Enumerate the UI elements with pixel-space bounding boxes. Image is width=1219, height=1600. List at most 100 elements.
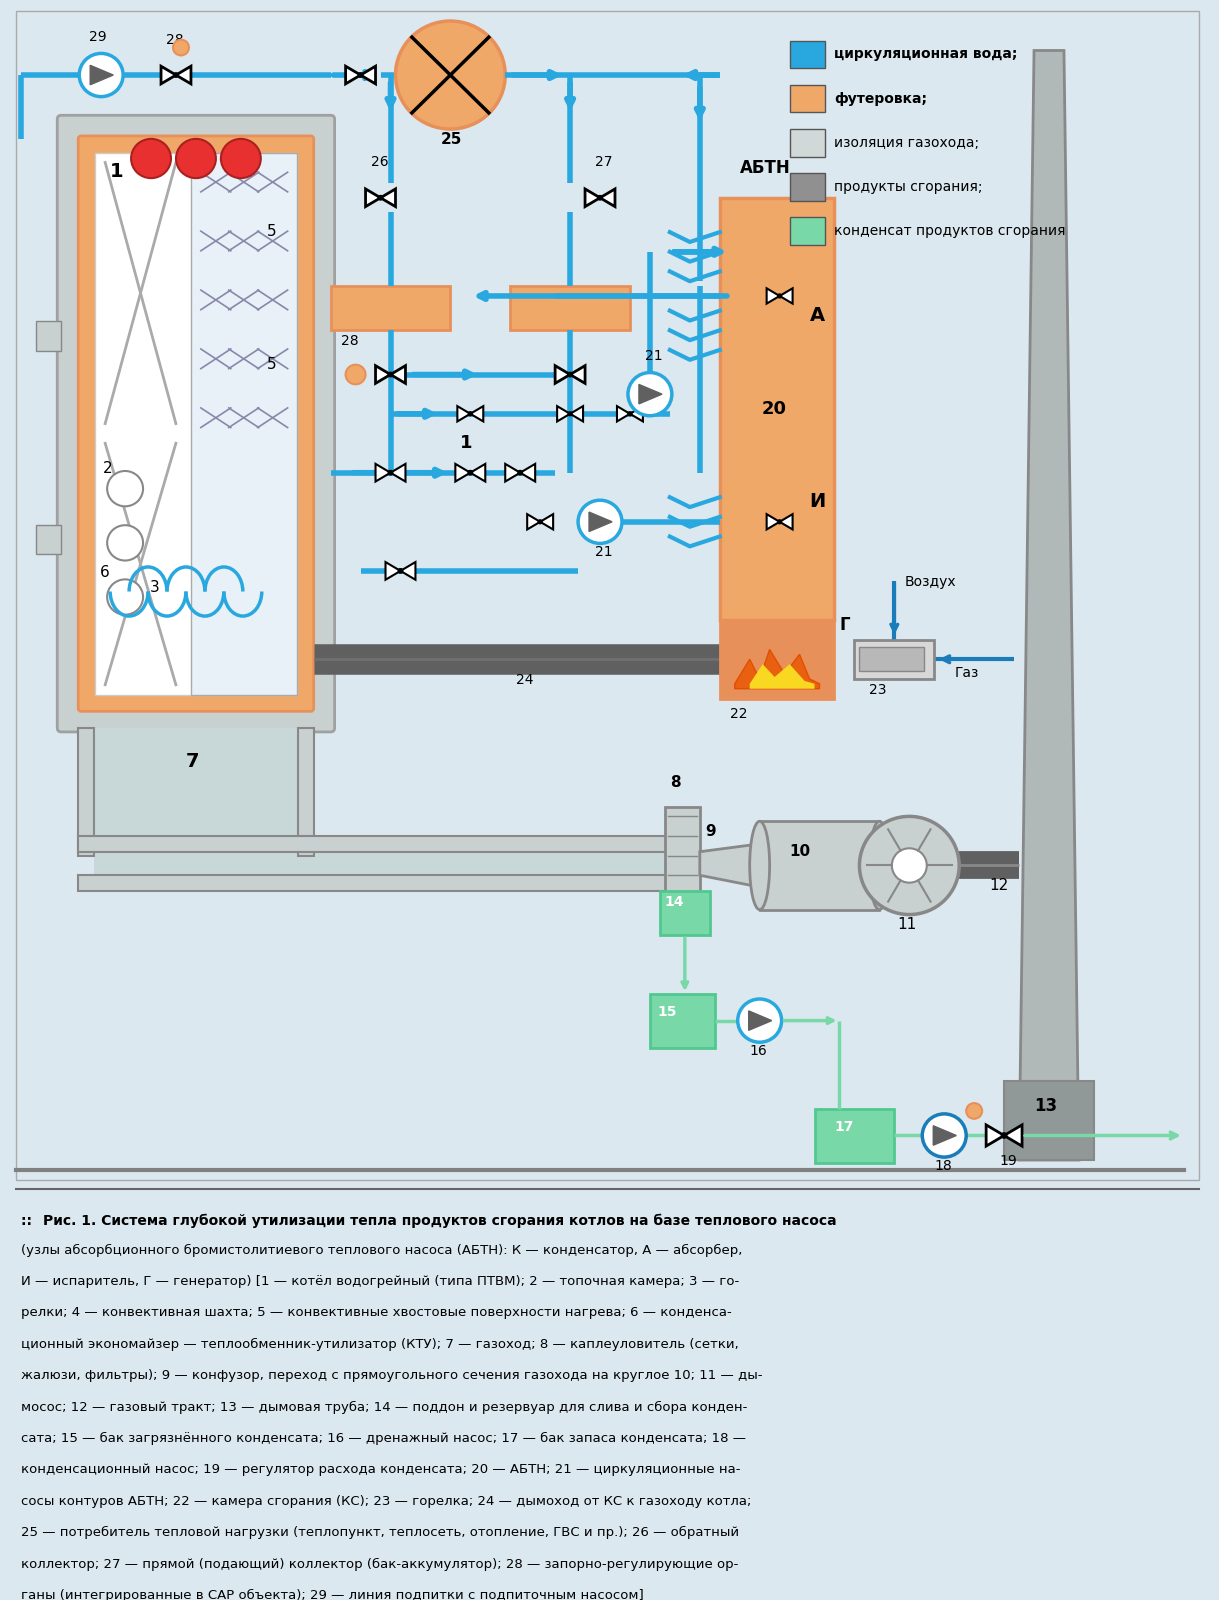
Text: ганы (интегрированные в САР объекта); 29 — линия подпитки с подпиточным насосом]: ганы (интегрированные в САР объекта); 29… — [22, 1589, 644, 1600]
Circle shape — [176, 139, 216, 178]
Bar — [94, 851, 688, 875]
Text: И — испаритель, Г — генератор) [1 — котёл водогрейный (типа ПТВМ); 2 — топочная : И — испаритель, Г — генератор) [1 — котё… — [22, 1275, 740, 1288]
Polygon shape — [555, 366, 570, 384]
Text: циркуляционная вода;: циркуляционная вода; — [835, 48, 1018, 61]
Text: 28: 28 — [340, 334, 358, 349]
Polygon shape — [346, 66, 361, 83]
Bar — [790, 173, 824, 200]
Circle shape — [468, 411, 472, 416]
Circle shape — [1001, 1133, 1007, 1138]
Circle shape — [107, 470, 143, 506]
Bar — [1004, 1082, 1093, 1160]
Polygon shape — [457, 406, 471, 421]
Polygon shape — [380, 189, 395, 206]
FancyBboxPatch shape — [78, 136, 313, 712]
Text: продукты сгорания;: продукты сгорания; — [835, 179, 983, 194]
Polygon shape — [570, 406, 583, 421]
Bar — [78, 837, 681, 851]
Text: 14: 14 — [664, 894, 684, 909]
Polygon shape — [161, 66, 176, 83]
Bar — [94, 728, 297, 856]
Circle shape — [578, 501, 622, 544]
Polygon shape — [1004, 1125, 1022, 1146]
Text: 5: 5 — [267, 224, 277, 238]
Circle shape — [568, 373, 573, 376]
Polygon shape — [780, 514, 792, 530]
Polygon shape — [375, 464, 390, 482]
Polygon shape — [630, 406, 642, 421]
Circle shape — [628, 411, 631, 416]
Polygon shape — [390, 464, 406, 482]
Circle shape — [395, 21, 505, 130]
Polygon shape — [767, 288, 780, 304]
Text: Рис. 1. Система глубокой утилизации тепла продуктов сгорания котлов на базе тепл: Рис. 1. Система глубокой утилизации тепл… — [44, 1214, 837, 1229]
Text: 8: 8 — [670, 774, 680, 790]
Polygon shape — [570, 366, 585, 384]
Polygon shape — [986, 1125, 1004, 1146]
FancyBboxPatch shape — [57, 115, 335, 731]
Text: АБТН: АБТН — [740, 160, 790, 178]
Circle shape — [468, 470, 473, 475]
Polygon shape — [639, 384, 662, 403]
Bar — [659, 891, 709, 934]
Polygon shape — [735, 650, 819, 688]
Circle shape — [518, 470, 523, 475]
Ellipse shape — [750, 821, 769, 910]
Bar — [790, 40, 824, 69]
Bar — [16, 11, 1198, 1179]
Circle shape — [892, 848, 926, 883]
Bar — [814, 1109, 895, 1163]
Circle shape — [597, 195, 602, 200]
Text: Воздух: Воздух — [904, 574, 956, 589]
Bar — [330, 286, 450, 330]
Circle shape — [79, 53, 123, 96]
Circle shape — [107, 579, 143, 614]
Bar — [37, 322, 61, 350]
Polygon shape — [750, 664, 814, 688]
Circle shape — [389, 373, 393, 376]
Polygon shape — [527, 514, 540, 530]
Bar — [78, 875, 681, 891]
Bar — [664, 806, 700, 904]
Text: сата; 15 — бак загрязнённого конденсата; 16 — дренажный насос; 17 — бак запаса к: сата; 15 — бак загрязнённого конденсата;… — [22, 1432, 746, 1445]
Bar — [790, 130, 824, 157]
Text: 25 — потребитель тепловой нагрузки (теплопункт, теплосеть, отопление, ГВС и пр.): 25 — потребитель тепловой нагрузки (тепл… — [22, 1526, 740, 1539]
Text: 16: 16 — [750, 1043, 768, 1058]
Circle shape — [173, 40, 189, 56]
Text: 24: 24 — [516, 674, 534, 686]
Circle shape — [358, 74, 363, 77]
Text: 23: 23 — [869, 683, 887, 696]
Text: ::: :: — [22, 1214, 38, 1229]
Text: 12: 12 — [989, 878, 1008, 893]
Text: конденсационный насос; 19 — регулятор расхода конденсата; 20 — АБТН; 21 — циркул: конденсационный насос; 19 — регулятор ра… — [22, 1464, 741, 1477]
Text: коллектор; 27 — прямой (подающий) коллектор (бак-аккумулятор); 28 — запорно-регу: коллектор; 27 — прямой (подающий) коллек… — [22, 1558, 739, 1571]
Circle shape — [399, 568, 402, 573]
Bar — [790, 85, 824, 112]
Text: 7: 7 — [187, 752, 200, 771]
Polygon shape — [780, 288, 792, 304]
Text: 20: 20 — [762, 400, 786, 418]
Polygon shape — [767, 514, 780, 530]
Text: 5: 5 — [267, 357, 277, 371]
Text: 29: 29 — [89, 30, 107, 43]
Circle shape — [778, 520, 781, 523]
Text: К: К — [809, 227, 825, 246]
Circle shape — [967, 1102, 983, 1118]
Circle shape — [539, 520, 542, 523]
Text: 11: 11 — [897, 917, 917, 933]
Polygon shape — [934, 1126, 957, 1146]
Circle shape — [107, 525, 143, 560]
Text: Г: Г — [840, 616, 850, 634]
Text: 1: 1 — [461, 434, 473, 453]
Polygon shape — [456, 464, 471, 482]
Polygon shape — [471, 464, 485, 482]
Text: 4: 4 — [196, 155, 206, 170]
Text: 18: 18 — [934, 1158, 952, 1173]
Circle shape — [737, 998, 781, 1042]
Polygon shape — [585, 189, 600, 206]
Bar — [790, 218, 824, 245]
Polygon shape — [471, 406, 483, 421]
Polygon shape — [176, 66, 191, 83]
Text: 28: 28 — [166, 32, 184, 46]
Ellipse shape — [869, 821, 890, 910]
